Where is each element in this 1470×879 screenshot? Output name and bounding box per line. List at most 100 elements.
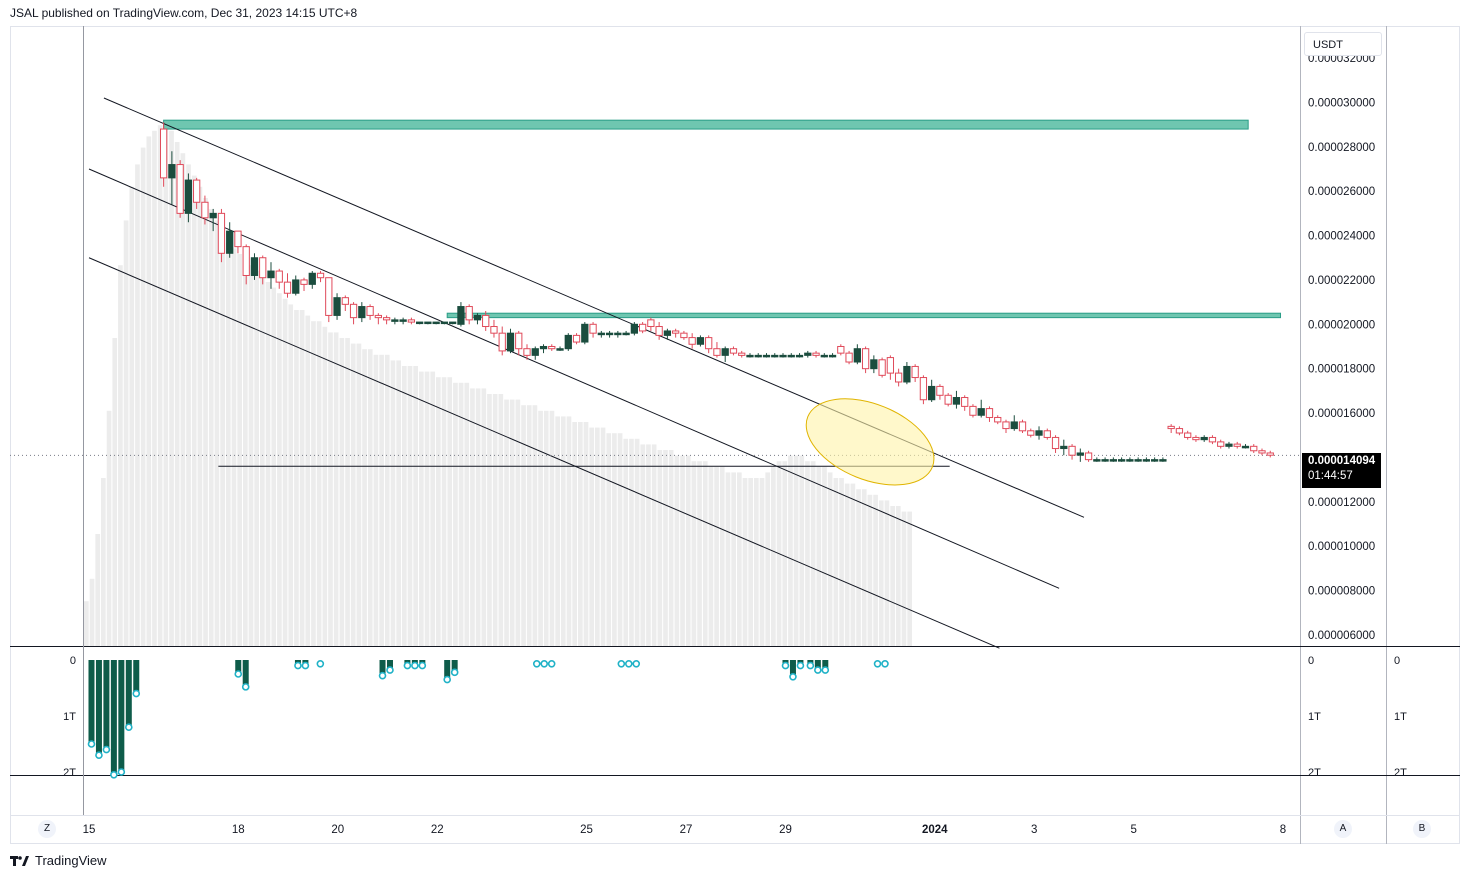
candle	[886, 355, 895, 380]
candle	[680, 330, 688, 340]
indicator-marker	[234, 670, 243, 678]
candle-body	[349, 303, 358, 319]
candle	[721, 346, 729, 363]
scale-a-button[interactable]: A	[1334, 820, 1352, 838]
candle	[597, 330, 605, 338]
volume-bar	[146, 136, 152, 646]
candle-body	[548, 345, 556, 350]
candle-body	[1192, 436, 1200, 441]
candle-body	[787, 354, 795, 358]
indicator-marker	[241, 683, 250, 691]
candle-body	[506, 332, 515, 352]
candle-body	[457, 306, 465, 325]
volume-bar	[719, 466, 725, 646]
candle-body	[663, 330, 672, 336]
candle-body	[705, 337, 713, 350]
candle-body	[894, 372, 903, 383]
indicator-bar	[451, 660, 458, 673]
volume-bar	[112, 338, 118, 646]
candle	[746, 353, 754, 358]
volume-bar	[640, 444, 646, 646]
candle-body	[1002, 421, 1010, 430]
volume-bar	[793, 455, 799, 646]
volume-bar	[356, 343, 362, 646]
volume-bar	[577, 422, 583, 646]
candle-body	[837, 345, 845, 354]
candle-body	[217, 212, 226, 254]
candle	[994, 415, 1002, 425]
candle-body	[1035, 430, 1043, 436]
volume-bar	[419, 371, 424, 646]
candle	[572, 333, 581, 345]
candle	[738, 350, 746, 358]
volume-bar	[413, 366, 419, 646]
price-tick-label: 0.000024000	[1308, 231, 1375, 243]
candle-body	[1217, 441, 1225, 447]
candle-body	[1142, 459, 1151, 462]
candle	[1010, 415, 1018, 431]
candle-body	[1076, 452, 1084, 456]
indicator-bar	[789, 660, 796, 677]
candle	[424, 321, 432, 325]
candle-body	[952, 397, 961, 405]
timezone-z-button[interactable]: Z	[38, 820, 56, 838]
candle	[564, 333, 572, 351]
candle-body	[655, 326, 663, 336]
currency-selector[interactable]: USDT	[1304, 32, 1382, 56]
candle	[548, 344, 556, 351]
volume-bar	[691, 461, 697, 646]
candle	[1217, 439, 1225, 449]
candle	[630, 322, 638, 336]
volume-bar	[844, 483, 850, 646]
volume-bar	[350, 343, 356, 646]
candle	[366, 304, 374, 320]
price-tick-label: 0.000026000	[1308, 186, 1375, 198]
candle	[1043, 428, 1051, 440]
candle	[506, 328, 515, 354]
volume-bar	[907, 511, 912, 646]
volume-bar	[782, 461, 788, 646]
candle-body	[911, 365, 919, 379]
candle	[861, 346, 870, 374]
volume-bar	[742, 478, 748, 646]
scale-b-button[interactable]: B	[1413, 820, 1431, 838]
candle	[977, 399, 985, 418]
candle-body	[886, 357, 895, 374]
candle-body	[391, 319, 399, 322]
volume-bar	[157, 125, 163, 646]
volume-bar	[668, 450, 674, 646]
volume-bar	[328, 332, 333, 646]
candle	[432, 321, 440, 325]
candle	[473, 313, 482, 325]
volume-bar	[646, 444, 651, 646]
volume-bar	[89, 578, 95, 646]
indicator-tick-label: 2T	[1308, 767, 1321, 779]
volume-bar	[731, 472, 736, 646]
last-price-label: 0.000014094 01:44:57	[1302, 453, 1381, 488]
candle-body	[159, 128, 168, 179]
volume-bar	[169, 130, 174, 647]
volume-bar	[333, 332, 339, 646]
candle	[1060, 439, 1068, 456]
indicator-bar	[110, 660, 117, 775]
candle	[581, 322, 589, 345]
candle-body	[341, 297, 349, 305]
indicator-bar	[88, 660, 95, 744]
volume-bar	[651, 444, 657, 646]
price-tick-label: 0.000018000	[1308, 364, 1375, 376]
candle-body	[870, 359, 878, 370]
indicator-bar	[133, 660, 140, 694]
candle	[969, 404, 977, 418]
candle	[845, 350, 853, 365]
candle-body	[738, 352, 746, 356]
candle	[1184, 430, 1192, 440]
candle	[754, 353, 762, 358]
volume-bar	[487, 394, 492, 646]
volume-bar	[453, 382, 458, 646]
volume-bar	[771, 466, 776, 646]
candle	[391, 317, 399, 325]
candle	[696, 335, 705, 347]
volume-bar	[884, 500, 890, 646]
candle-body	[556, 348, 564, 351]
